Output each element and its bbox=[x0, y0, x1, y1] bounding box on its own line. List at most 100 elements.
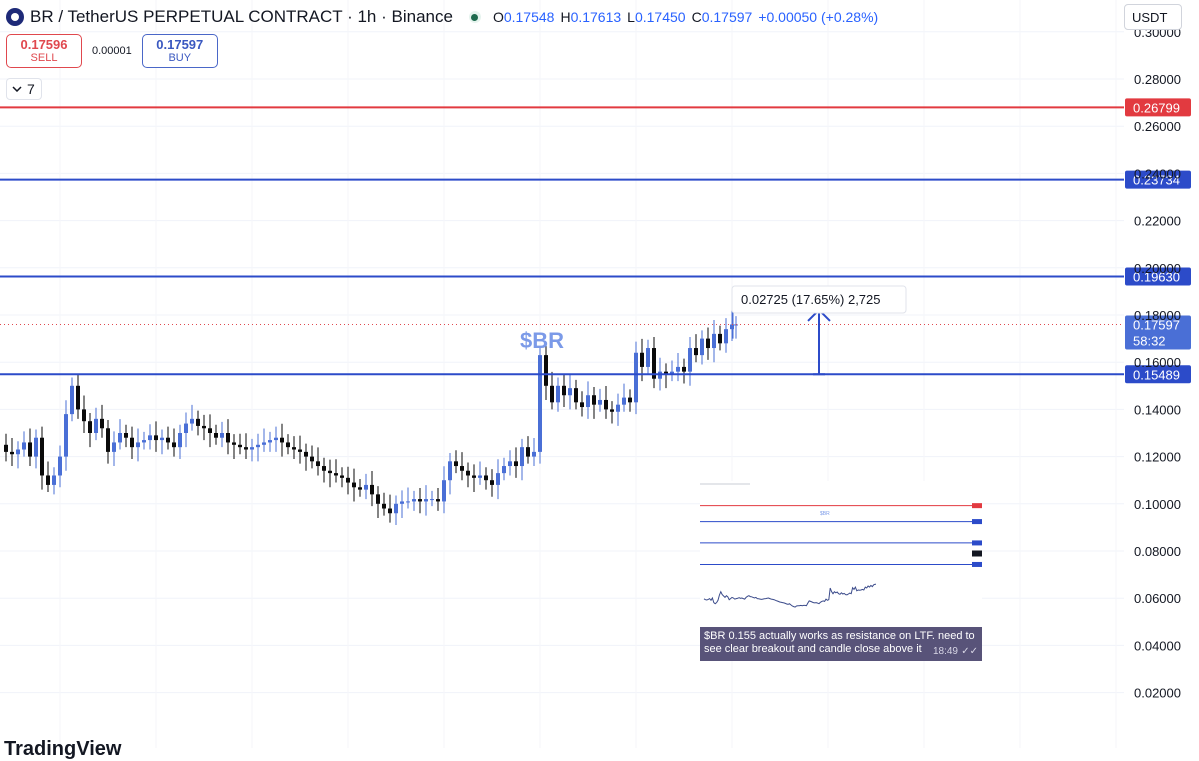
candle-body bbox=[616, 404, 620, 412]
candle-body bbox=[484, 475, 488, 481]
measure-label: 0.02725 (17.65%) 2,725 bbox=[741, 292, 881, 307]
ohlc-low-value: 0.17450 bbox=[634, 9, 686, 25]
last-price-label: 0.17597 bbox=[1133, 318, 1180, 333]
buy-label: BUY bbox=[168, 52, 192, 64]
sell-button[interactable]: 0.17596 SELL bbox=[6, 34, 82, 68]
candle-body bbox=[76, 385, 80, 410]
symbol-title[interactable]: BR / TetherUS PERPETUAL CONTRACT · 1h · … bbox=[30, 7, 453, 26]
inset-level-tag bbox=[972, 561, 982, 567]
candle-body bbox=[286, 442, 290, 448]
chevron-down-icon bbox=[12, 86, 22, 92]
inset-level-tag bbox=[972, 519, 982, 525]
candle-body bbox=[58, 456, 62, 476]
candle-body bbox=[472, 475, 476, 478]
candle-body bbox=[16, 449, 20, 455]
candle-body bbox=[340, 475, 344, 478]
candle-body bbox=[466, 470, 470, 476]
candle-body bbox=[106, 428, 110, 452]
price-tick-label: 0.02000 bbox=[1134, 686, 1181, 701]
candle-body bbox=[556, 385, 560, 403]
candle-body bbox=[136, 442, 140, 448]
level-price-label: 0.19630 bbox=[1133, 270, 1180, 285]
candle-body bbox=[52, 475, 56, 485]
spread-value: 0.00001 bbox=[92, 45, 132, 57]
indicators-toggle[interactable]: 7 bbox=[6, 78, 42, 100]
candle-body bbox=[412, 499, 416, 502]
ohlc-open-key: O bbox=[492, 9, 504, 25]
candle-body bbox=[352, 482, 356, 488]
candle-body bbox=[580, 402, 584, 408]
candle-body bbox=[568, 388, 572, 396]
candle-body bbox=[502, 466, 506, 474]
symbol-logo-icon bbox=[6, 8, 24, 26]
candle-body bbox=[514, 461, 518, 467]
currency-selector[interactable]: USDT bbox=[1124, 4, 1182, 30]
candle-body bbox=[610, 409, 614, 412]
candle-body bbox=[574, 388, 578, 403]
candle-body bbox=[586, 395, 590, 408]
candle-body bbox=[172, 442, 176, 448]
market-open-icon bbox=[468, 11, 481, 23]
candle-body bbox=[376, 494, 380, 504]
candle-body bbox=[400, 501, 404, 504]
price-tick-label: 0.12000 bbox=[1134, 450, 1181, 465]
candle-body bbox=[622, 397, 626, 405]
candle-body bbox=[148, 435, 152, 441]
candle-body bbox=[40, 437, 44, 476]
candle-body bbox=[634, 352, 638, 403]
candle-body bbox=[454, 461, 458, 467]
candle-body bbox=[706, 338, 710, 349]
candle-body bbox=[178, 433, 182, 448]
ohlc-high-key: H bbox=[560, 9, 571, 25]
candle-body bbox=[34, 437, 38, 457]
ohlc-close-key: C bbox=[691, 9, 702, 25]
candle-body bbox=[262, 442, 266, 445]
price-axis: 0.300000.280000.260000.240000.220000.200… bbox=[1134, 25, 1181, 701]
candle-body bbox=[562, 385, 566, 396]
ohlc-close-value: 0.17597 bbox=[701, 9, 753, 25]
candle-body bbox=[226, 433, 230, 443]
candle-body bbox=[628, 397, 632, 403]
chart-symbol-label: $BR bbox=[520, 328, 564, 353]
measure-tool: 0.02725 (17.65%) 2,725 bbox=[731, 285, 907, 376]
candle-body bbox=[304, 451, 308, 457]
sell-label: SELL bbox=[30, 52, 58, 64]
candle-body bbox=[592, 395, 596, 405]
candle-body bbox=[646, 348, 650, 367]
candle-body bbox=[196, 418, 200, 426]
inset-screenshot: $BR $BR 0.155 actually works as resistan… bbox=[700, 481, 982, 661]
candle-body bbox=[64, 414, 68, 457]
candle-body bbox=[316, 461, 320, 467]
candle-body bbox=[232, 442, 236, 445]
candle-body bbox=[364, 484, 368, 490]
tradingview-watermark: TradingView bbox=[4, 738, 122, 760]
inset-caption-text: $BR 0.155 actually works as resistance o… bbox=[704, 630, 975, 655]
candle-body bbox=[730, 324, 734, 330]
ohlc-low-key: L bbox=[627, 9, 635, 25]
candle-body bbox=[382, 503, 386, 509]
candle-body bbox=[538, 355, 542, 452]
candle-body bbox=[406, 501, 410, 503]
buy-price: 0.17597 bbox=[156, 37, 204, 52]
inset-caption-box: $BR 0.155 actually works as resistance o… bbox=[700, 627, 982, 661]
candle-body bbox=[424, 499, 428, 502]
inset-chart-label: $BR bbox=[820, 511, 830, 517]
candle-body bbox=[334, 473, 338, 476]
candle-body bbox=[436, 499, 440, 502]
candle-body bbox=[4, 444, 8, 452]
candle-body bbox=[418, 499, 422, 502]
price-tick-label: 0.18000 bbox=[1134, 308, 1181, 323]
candle-body bbox=[724, 329, 728, 344]
inset-level-tag bbox=[972, 540, 982, 546]
candle-body bbox=[550, 385, 554, 403]
candle-body bbox=[130, 437, 134, 448]
price-tick-label: 0.10000 bbox=[1134, 497, 1181, 512]
candle-body bbox=[682, 366, 686, 372]
inset-last-tag bbox=[972, 550, 982, 557]
buy-button[interactable]: 0.17597 BUY bbox=[141, 34, 218, 68]
inset-level-tag bbox=[972, 503, 982, 509]
candle-body bbox=[310, 456, 314, 462]
inset-time: 18:49 bbox=[932, 646, 958, 657]
